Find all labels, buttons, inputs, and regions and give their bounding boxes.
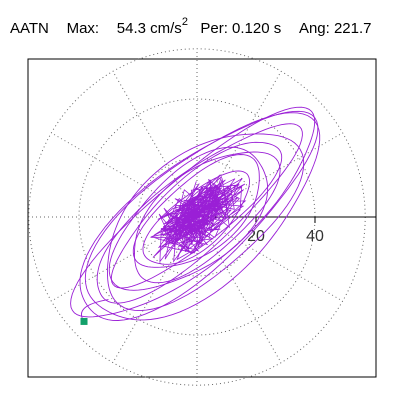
plot-frame: [27, 58, 377, 378]
chart-header: AATN Max: 54.3 cm/s2 Per: 0.120 s Ang: 2…: [10, 16, 372, 37]
trace-loop-2: [96, 123, 303, 304]
polar-spoke-300: [196, 216, 282, 363]
polar-spoke-150: [51, 132, 198, 218]
x-tick-label-40: 40: [306, 228, 324, 245]
end-point-marker: [80, 317, 88, 325]
max-label: Max:: [66, 20, 100, 37]
station-code: AATN: [10, 20, 49, 37]
trace-group: [70, 106, 321, 322]
max-unit: cm/s: [150, 20, 182, 37]
trace-loop-4: [110, 141, 283, 289]
trace-loop-6: [132, 154, 260, 268]
trace-core: [150, 174, 247, 263]
polar-spoke-330: [196, 216, 343, 302]
x-axis: 20 40: [197, 216, 376, 245]
per-label: Per:: [200, 20, 228, 37]
end-marker-group: [80, 317, 88, 325]
trace-loop-8: [79, 110, 319, 321]
polar-spoke-120: [112, 71, 198, 218]
ang-value: 221.7: [333, 20, 372, 37]
max-value: 54.3: [116, 20, 146, 37]
per-value: 0.120 s: [232, 20, 282, 37]
max-unit-exponent: 2: [181, 16, 188, 28]
trace-loop-5: [108, 146, 269, 291]
trace-loop-9: [134, 151, 281, 284]
ang-label: Ang:: [298, 20, 330, 37]
trace-loop-3: [107, 133, 305, 312]
trace-loop-7: [142, 170, 250, 265]
trace-loop-1: [84, 112, 321, 321]
